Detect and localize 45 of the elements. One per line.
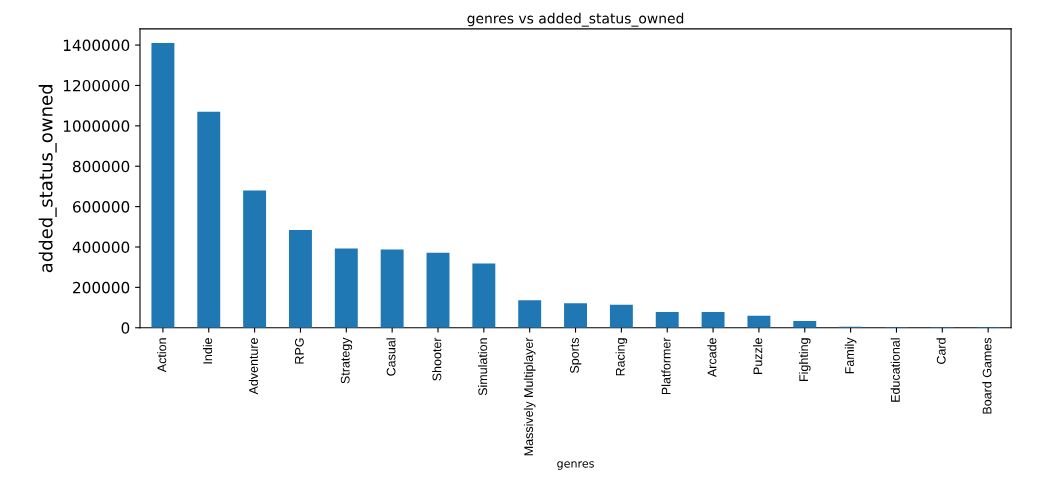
x-tick-label: Casual xyxy=(386,338,396,376)
bar xyxy=(793,321,817,328)
x-tick-label: Sports xyxy=(570,337,582,374)
bar xyxy=(289,230,312,328)
x-tick-label: Massively Multiplayer xyxy=(523,337,536,456)
x-tick-label: Board Games xyxy=(982,337,992,414)
x-tick-label: Puzzle xyxy=(753,338,763,374)
y-tick-label: 1000000 xyxy=(63,120,130,132)
bar xyxy=(426,252,450,328)
bar xyxy=(243,190,267,328)
y-tick-label: 200000 xyxy=(73,281,130,294)
bar xyxy=(518,300,542,328)
x-tick-label: Educational xyxy=(890,338,900,402)
y-tick-label: 600000 xyxy=(73,201,130,213)
x-tick-label: Shooter xyxy=(432,337,442,381)
bar xyxy=(334,248,358,328)
y-tick-label: 400000 xyxy=(72,241,130,254)
bar xyxy=(609,304,633,328)
x-tick-label: RPG xyxy=(294,338,304,364)
chart-title: genres vs added_status_owned xyxy=(467,12,684,27)
bar xyxy=(701,312,725,328)
x-tick-label: Family xyxy=(844,337,857,374)
y-axis-title: added_status_owned xyxy=(38,85,57,273)
bar xyxy=(564,303,587,328)
y-tick-label: 1400000 xyxy=(63,39,130,52)
x-tick-label: Card xyxy=(936,338,946,364)
x-axis-title: genres xyxy=(557,461,594,470)
x-tick-label: Platformer xyxy=(661,337,671,395)
x-tick-label: Fighting xyxy=(798,338,811,381)
bar xyxy=(197,111,221,328)
x-tick-label: Action xyxy=(157,338,167,373)
x-tick-label: Adventure xyxy=(248,338,258,395)
y-tick-label: 0 xyxy=(121,322,130,334)
bar xyxy=(747,315,771,328)
bar xyxy=(655,312,679,328)
y-tick-label: 1200000 xyxy=(63,79,130,92)
bar xyxy=(151,43,175,328)
bar xyxy=(472,263,496,328)
bar xyxy=(380,249,404,328)
x-tick-label: Arcade xyxy=(707,338,717,378)
x-tick-label: Racing xyxy=(615,338,628,376)
x-tick-label: Indie xyxy=(202,338,213,364)
x-tick-label: Strategy xyxy=(340,337,353,384)
x-tick-label: Simulation xyxy=(478,338,488,396)
y-tick-label: 800000 xyxy=(72,160,130,173)
